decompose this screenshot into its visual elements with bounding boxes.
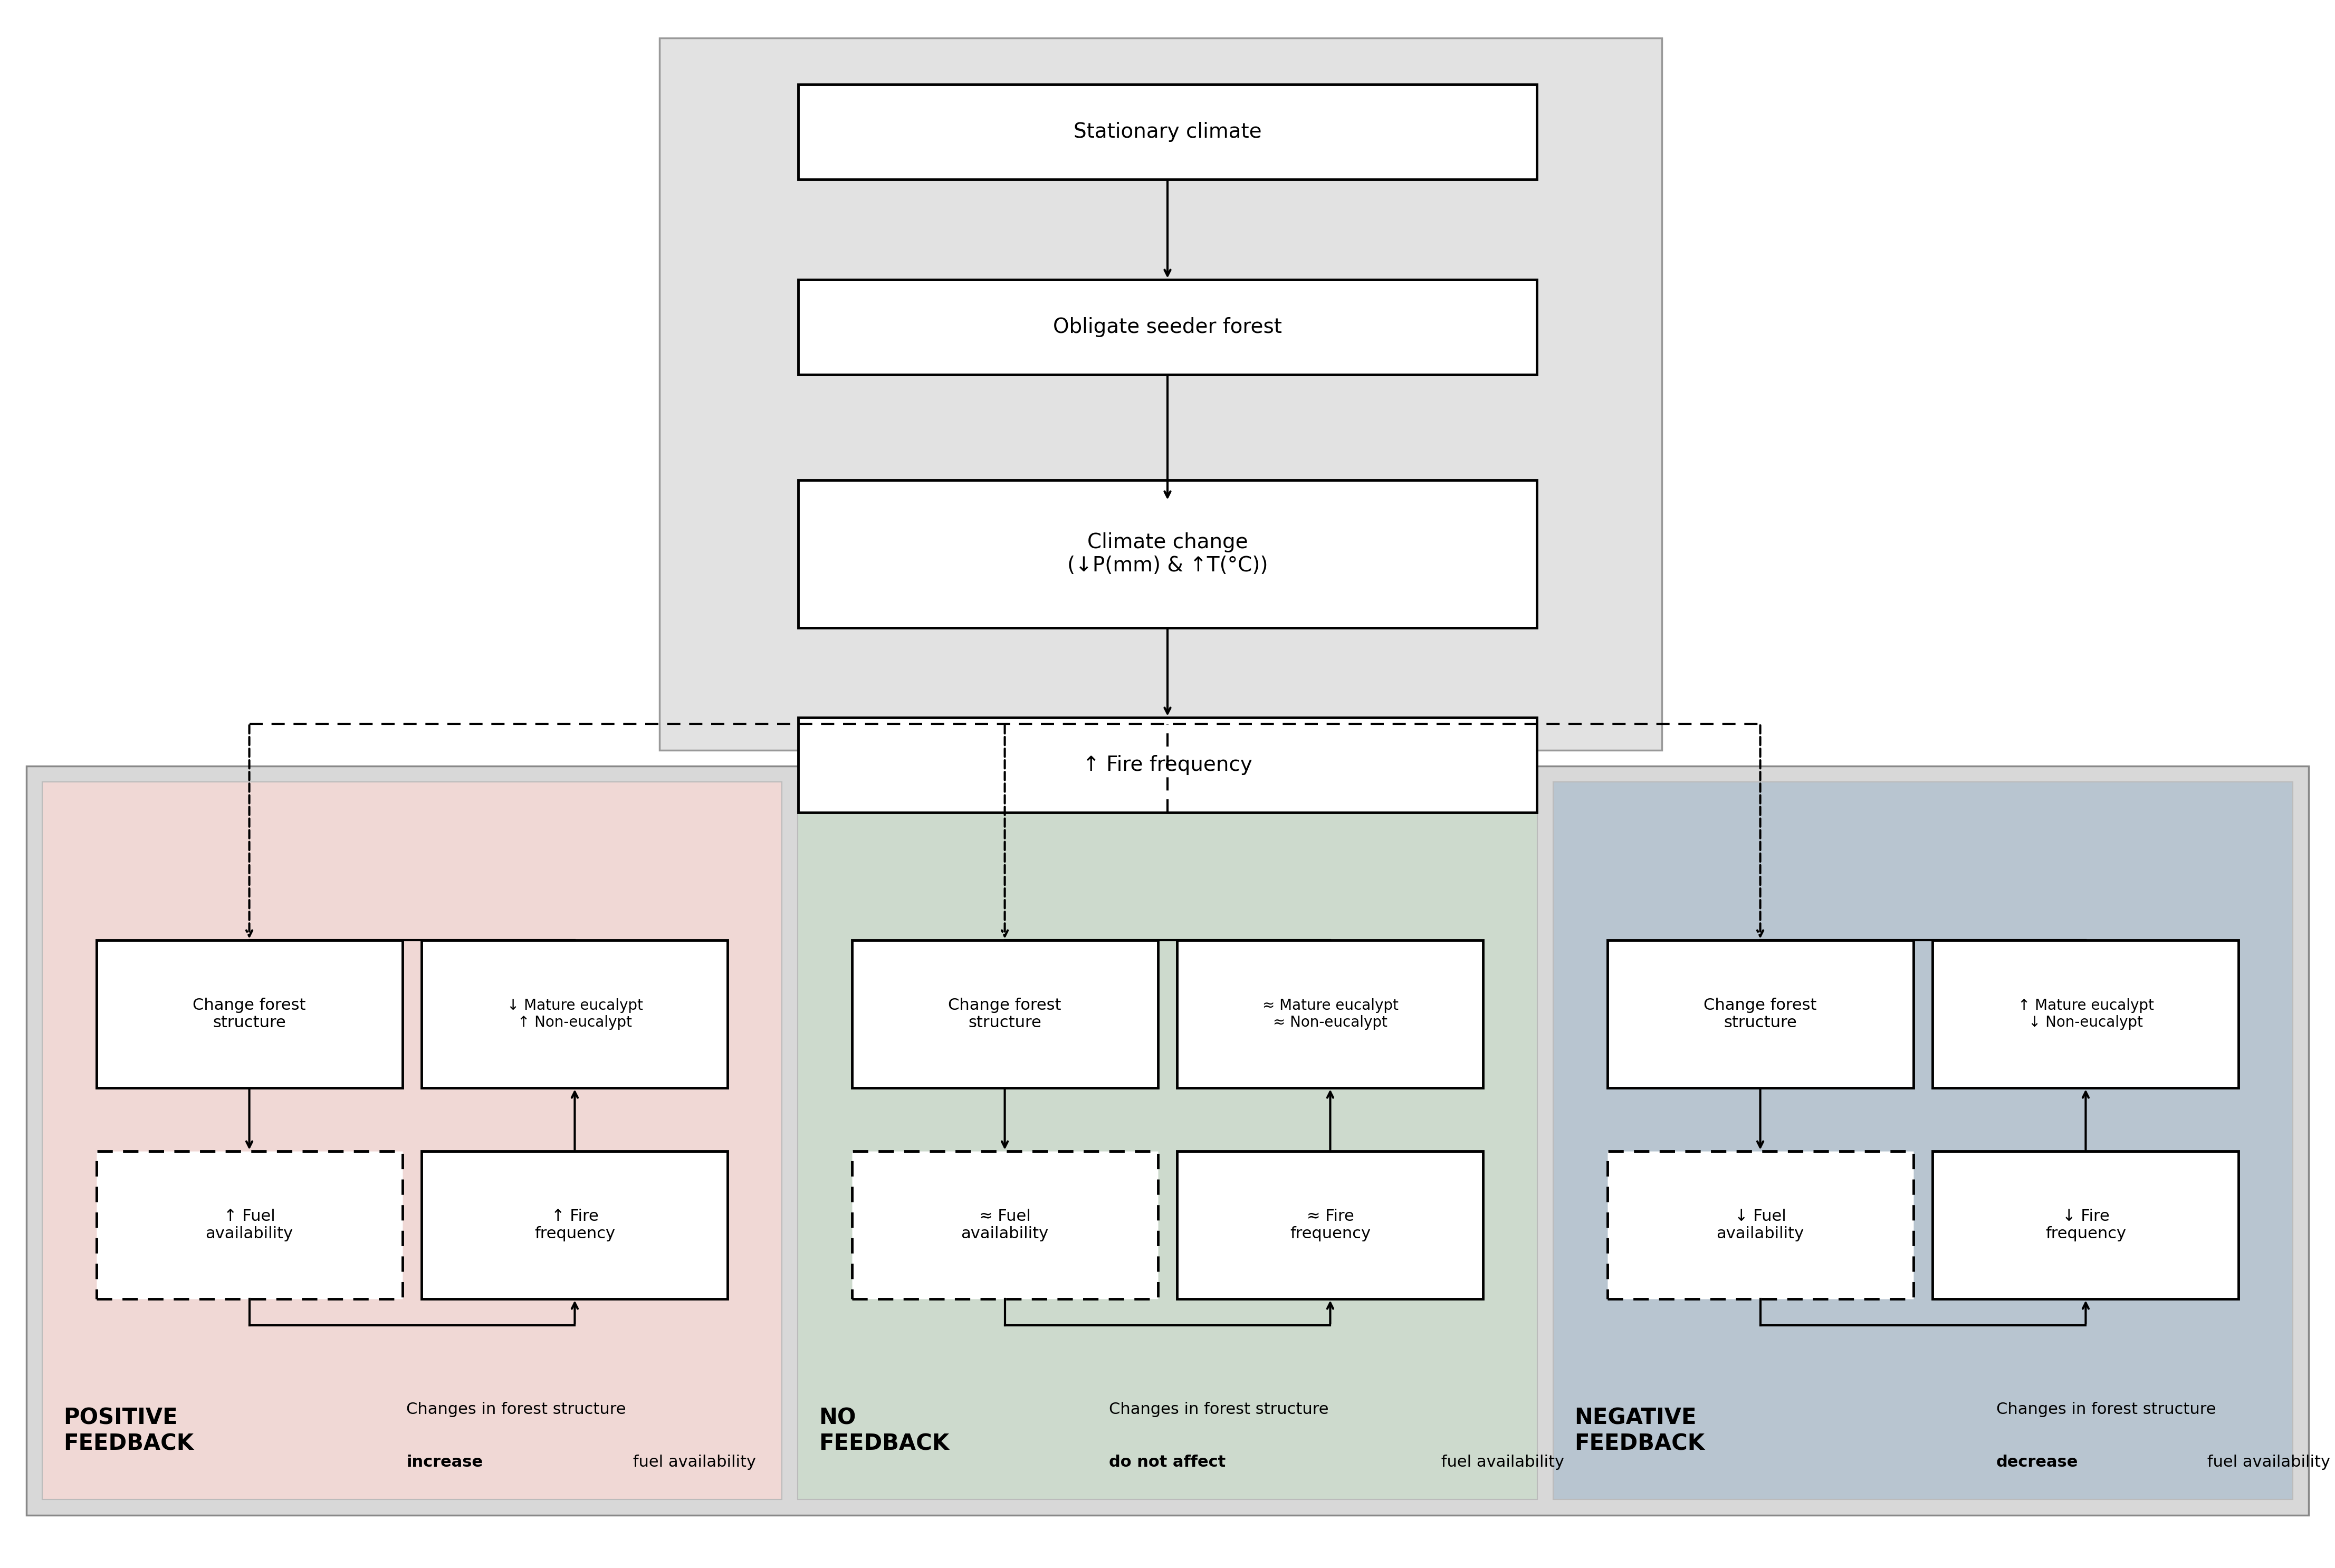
Text: Change forest
structure: Change forest structure: [194, 997, 306, 1030]
Bar: [658, 38, 1663, 750]
Text: Stationary climate: Stationary climate: [1074, 122, 1261, 143]
Text: POSITIVE
FEEDBACK: POSITIVE FEEDBACK: [63, 1406, 194, 1455]
Text: do not affect: do not affect: [1109, 1455, 1226, 1471]
Bar: [1933, 1151, 2239, 1298]
Bar: [1606, 1151, 1912, 1298]
Bar: [26, 767, 2309, 1515]
Text: ↑ Fuel
availability: ↑ Fuel availability: [205, 1209, 294, 1242]
Bar: [799, 782, 1536, 1499]
Bar: [42, 782, 782, 1499]
Text: ≈ Fuel
availability: ≈ Fuel availability: [962, 1209, 1048, 1242]
Text: ↑ Fire frequency: ↑ Fire frequency: [1083, 754, 1252, 775]
Text: Climate change
(↓P(mm) & ↑T(°C)): Climate change (↓P(mm) & ↑T(°C)): [1067, 533, 1268, 575]
Text: fuel availability: fuel availability: [1436, 1455, 1564, 1471]
Bar: [799, 85, 1536, 179]
Bar: [1177, 941, 1483, 1088]
Bar: [96, 1151, 402, 1298]
Text: Change forest
structure: Change forest structure: [1705, 997, 1817, 1030]
Text: ↓ Fuel
availability: ↓ Fuel availability: [1716, 1209, 1805, 1242]
Bar: [423, 1151, 729, 1298]
Text: ↑ Fire
frequency: ↑ Fire frequency: [535, 1209, 614, 1242]
Text: Obligate seeder forest: Obligate seeder forest: [1053, 317, 1282, 337]
Text: Change forest
structure: Change forest structure: [948, 997, 1062, 1030]
Text: NEGATIVE
FEEDBACK: NEGATIVE FEEDBACK: [1574, 1406, 1705, 1455]
Bar: [799, 480, 1536, 627]
Bar: [852, 1151, 1158, 1298]
Text: ↓ Mature eucalypt
↑ Non-eucalypt: ↓ Mature eucalypt ↑ Non-eucalypt: [507, 999, 642, 1030]
Bar: [423, 941, 729, 1088]
Text: increase: increase: [406, 1455, 483, 1471]
Text: Changes in forest structure: Changes in forest structure: [1109, 1402, 1329, 1417]
Text: ≈ Fire
frequency: ≈ Fire frequency: [1289, 1209, 1371, 1242]
Bar: [799, 718, 1536, 812]
Bar: [1177, 1151, 1483, 1298]
Text: NO
FEEDBACK: NO FEEDBACK: [820, 1406, 948, 1455]
Bar: [799, 279, 1536, 375]
Text: fuel availability: fuel availability: [2202, 1455, 2330, 1471]
Bar: [852, 941, 1158, 1088]
Bar: [96, 941, 402, 1088]
Text: Changes in forest structure: Changes in forest structure: [406, 1402, 626, 1417]
Text: fuel availability: fuel availability: [628, 1455, 757, 1471]
Text: decrease: decrease: [1996, 1455, 2078, 1471]
Bar: [1606, 941, 1912, 1088]
Text: ≈ Mature eucalypt
≈ Non-eucalypt: ≈ Mature eucalypt ≈ Non-eucalypt: [1263, 999, 1399, 1030]
Text: Changes in forest structure: Changes in forest structure: [1996, 1402, 2216, 1417]
Text: ↓ Fire
frequency: ↓ Fire frequency: [2045, 1209, 2127, 1242]
Bar: [1553, 782, 2293, 1499]
Bar: [1933, 941, 2239, 1088]
Text: ↑ Mature eucalypt
↓ Non-eucalypt: ↑ Mature eucalypt ↓ Non-eucalypt: [2017, 999, 2153, 1030]
